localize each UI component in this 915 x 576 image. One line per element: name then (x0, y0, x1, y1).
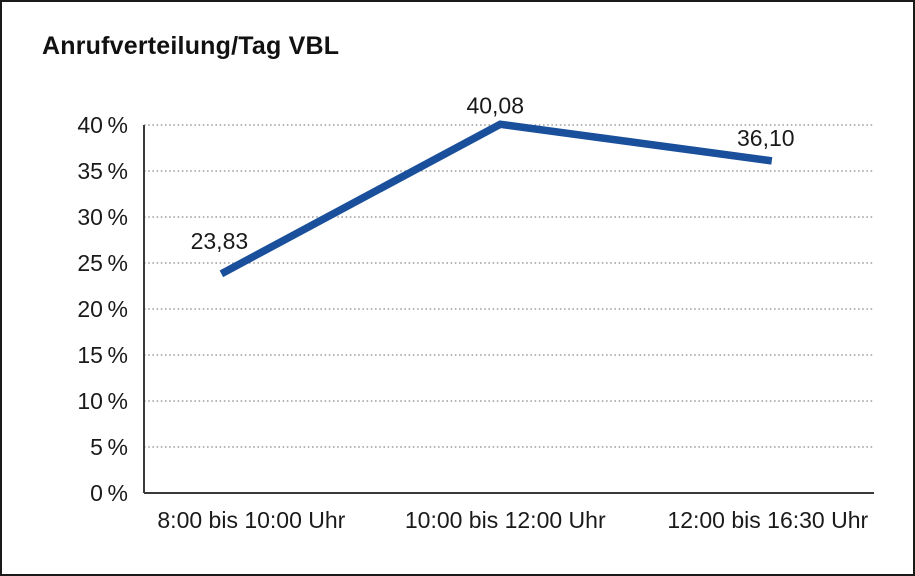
y-tick-label: 30 % (77, 204, 128, 230)
y-tick-label: 20 % (77, 296, 128, 322)
x-category-label: 10:00 bis 12:00 Uhr (405, 507, 606, 533)
y-tick-label: 25 % (77, 250, 128, 276)
y-tick-label: 15 % (77, 342, 128, 368)
y-tick-label: 40 % (77, 112, 128, 138)
chart-title: Anrufverteilung/Tag VBL (42, 32, 340, 60)
y-tick-label: 35 % (77, 158, 128, 184)
data-point-label: 40,08 (466, 92, 524, 118)
x-category-label: 12:00 bis 16:30 Uhr (667, 507, 868, 533)
y-tick-label: 5 % (90, 434, 128, 460)
x-category-label: 8:00 bis 10:00 Uhr (157, 507, 345, 533)
y-tick-label: 0 % (90, 480, 128, 506)
data-line (219, 120, 773, 278)
y-tick-label: 10 % (77, 388, 128, 414)
data-point-label: 36,10 (737, 125, 795, 151)
data-point-label: 23,83 (191, 228, 249, 254)
